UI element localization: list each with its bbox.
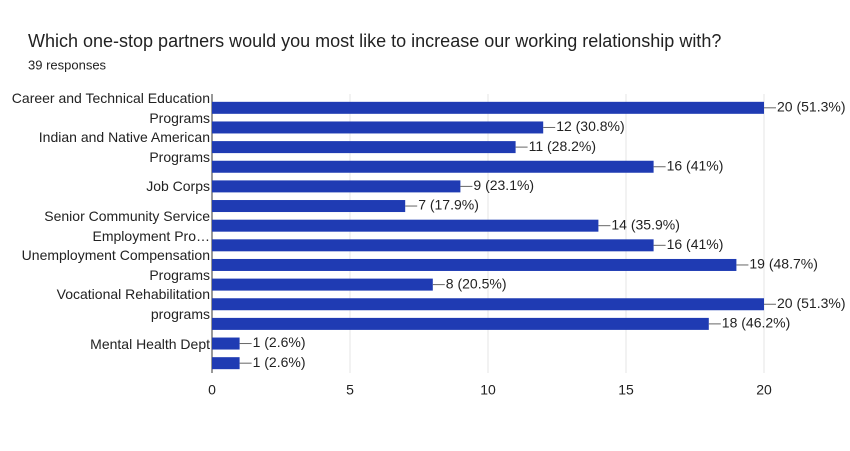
- bar: [212, 337, 240, 350]
- value-label: 12 (30.8%): [556, 118, 624, 134]
- value-label: 14 (35.9%): [611, 216, 679, 232]
- y-tick-label: Senior Community Service Employment Pro…: [44, 207, 210, 244]
- subtitle: 39 responses: [28, 57, 107, 72]
- value-label: 18 (46.2%): [722, 315, 790, 331]
- bar: [212, 258, 737, 271]
- x-tick-label: 5: [346, 382, 354, 398]
- bar: [212, 180, 461, 193]
- value-label: 7 (17.9%): [418, 197, 479, 213]
- value-label: 9 (23.1%): [473, 177, 534, 193]
- x-tick-label: 20: [756, 382, 772, 398]
- bar: [212, 219, 599, 232]
- value-label: 11 (28.2%): [529, 138, 596, 154]
- bar: [212, 200, 406, 213]
- x-tick-label: 0: [208, 382, 216, 398]
- y-tick-label: Unemployment Compensation Programs: [21, 246, 210, 283]
- x-tick-label: 15: [618, 382, 634, 398]
- y-tick-label: Mental Health Dept: [90, 335, 210, 352]
- value-label: 20 (51.3%): [777, 295, 845, 311]
- y-tick-label: Career and Technical Education Programs: [11, 89, 210, 126]
- bar: [212, 239, 654, 252]
- y-tick-label: Job Corps: [146, 178, 210, 195]
- x-tick-label: 10: [480, 382, 496, 398]
- y-tick-label: Vocational Rehabilitation programs: [56, 286, 210, 323]
- bar: [212, 141, 516, 154]
- value-label: 16 (41%): [667, 157, 724, 173]
- value-label: 16 (41%): [667, 236, 724, 252]
- value-label: 19 (48.7%): [749, 256, 817, 272]
- value-label: 8 (20.5%): [446, 275, 507, 291]
- bar: [212, 317, 709, 330]
- bar: [212, 298, 764, 311]
- bar: [212, 121, 544, 134]
- value-label: 20 (51.3%): [777, 99, 845, 115]
- value-label: 1 (2.6%): [253, 354, 306, 370]
- bar: [212, 278, 433, 291]
- bar: [212, 357, 240, 370]
- bar: [212, 101, 764, 114]
- value-label: 1 (2.6%): [253, 334, 306, 350]
- chart-title: Which one-stop partners would you most l…: [28, 31, 721, 51]
- y-tick-label: Indian and Native American Programs: [38, 129, 210, 166]
- bar: [212, 160, 654, 173]
